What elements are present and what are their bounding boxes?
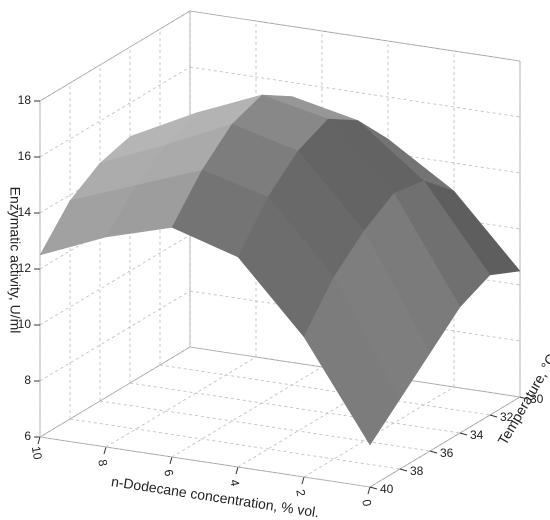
grid-line bbox=[39, 346, 191, 438]
z-tick-label: 6 bbox=[24, 429, 31, 443]
grid-line bbox=[69, 418, 401, 470]
x-tick-label: 8 bbox=[95, 458, 110, 467]
z-tick-label: 18 bbox=[18, 93, 32, 107]
grid-line bbox=[189, 10, 521, 62]
x-tick-label: 10 bbox=[29, 445, 45, 461]
y-tick bbox=[429, 450, 438, 454]
x-tick-label: 6 bbox=[161, 468, 176, 477]
y-tick-label: 32 bbox=[500, 410, 514, 424]
z-tick-label: 8 bbox=[24, 373, 31, 387]
grid-line bbox=[171, 366, 323, 458]
grid-line bbox=[39, 436, 371, 488]
y-tick bbox=[489, 414, 498, 418]
grid-line bbox=[369, 396, 521, 488]
y-tick-label: 34 bbox=[470, 428, 484, 442]
y-tick-label: 38 bbox=[410, 464, 424, 478]
z-axis-label: Enzymatic activity, U/ml bbox=[7, 187, 23, 334]
grid-line bbox=[189, 66, 521, 118]
z-tick-label: 10 bbox=[18, 317, 32, 331]
y-tick-label: 30 bbox=[530, 392, 544, 406]
grid-line bbox=[39, 66, 191, 158]
x-tick bbox=[235, 466, 239, 475]
z-tick-label: 16 bbox=[18, 149, 32, 163]
x-tick bbox=[37, 436, 41, 445]
x-tick-label: 4 bbox=[227, 478, 242, 487]
y-tick bbox=[519, 396, 528, 400]
grid-line bbox=[303, 386, 455, 478]
z-tick-label: 12 bbox=[18, 261, 32, 275]
grid-line bbox=[105, 356, 257, 448]
y-tick bbox=[459, 432, 468, 436]
y-tick bbox=[369, 486, 378, 490]
x-tick bbox=[103, 446, 107, 455]
grid-line bbox=[129, 382, 461, 434]
x-tick bbox=[169, 456, 173, 465]
grid-line bbox=[159, 364, 491, 416]
x-tick-label: 2 bbox=[293, 488, 308, 497]
grid-line bbox=[99, 400, 431, 452]
grid-line bbox=[39, 234, 191, 326]
surface-cell bbox=[303, 276, 401, 446]
x-tick bbox=[301, 476, 305, 485]
y-tick-label: 36 bbox=[440, 446, 454, 460]
z-tick-label: 14 bbox=[18, 205, 32, 219]
x-tick bbox=[367, 486, 371, 495]
grid-line bbox=[189, 290, 521, 342]
x-tick-label: 0 bbox=[359, 498, 374, 507]
x-axis-label: n-Dodecane concentration, % vol. bbox=[110, 473, 320, 520]
grid-line bbox=[39, 10, 191, 102]
y-tick bbox=[399, 468, 408, 472]
y-tick-label: 40 bbox=[380, 482, 394, 496]
grid-line bbox=[39, 290, 191, 382]
grid-line bbox=[189, 346, 521, 398]
